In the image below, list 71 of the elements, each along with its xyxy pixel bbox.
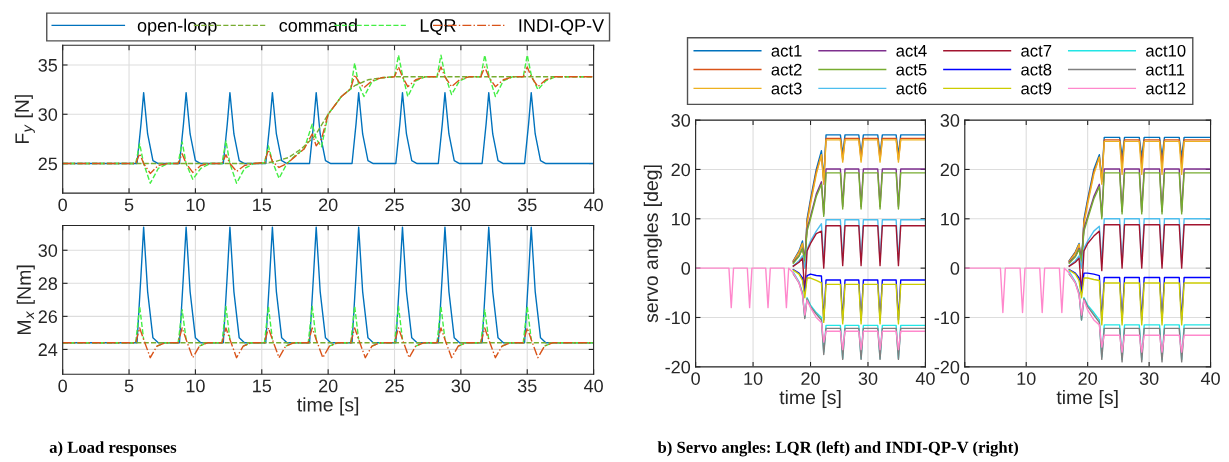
legend-label: act3 xyxy=(771,82,802,95)
legend-label: act9 xyxy=(1021,82,1052,95)
x-tick-label: 30 xyxy=(1139,372,1159,385)
y-tick-label: -20 xyxy=(934,360,960,374)
y-tick-label: 10 xyxy=(672,212,691,226)
x-tick-label: 5 xyxy=(124,198,134,212)
y-tick-label: 30 xyxy=(38,108,58,121)
y-tick-label: 25 xyxy=(38,157,58,171)
x-axis-title: time [s] xyxy=(779,389,841,409)
y-tick-label: 24 xyxy=(38,343,58,356)
legend-label: act1 xyxy=(771,45,802,57)
y-tick-label: 30 xyxy=(671,114,691,127)
x-tick-label: 10 xyxy=(744,372,763,385)
x-tick-label: 25 xyxy=(385,198,404,212)
x-tick-label: 40 xyxy=(583,379,603,393)
y-tick-label: -10 xyxy=(934,311,960,325)
x-tick-label: 30 xyxy=(451,379,471,393)
legend-label: INDI-QP-V xyxy=(519,19,605,36)
x-tick-label: 20 xyxy=(319,198,338,212)
y-axis-title: M$_{x}$ [Nm] xyxy=(16,265,35,335)
x-tick-label: 40 xyxy=(1200,372,1220,385)
x-tick-label: 20 xyxy=(319,379,338,393)
x-tick-label: 10 xyxy=(186,198,205,212)
x-axis-title: time [s] xyxy=(1056,389,1118,409)
x-axis-title: time [s] xyxy=(297,397,359,416)
x-tick-label: 40 xyxy=(583,198,603,212)
x-tick-label: 10 xyxy=(1017,372,1036,385)
legend-label: act7 xyxy=(1021,45,1052,57)
x-tick-label: 0 xyxy=(691,372,700,385)
y-tick-label: -20 xyxy=(665,360,691,374)
x-tick-label: 10 xyxy=(186,379,205,393)
x-tick-label: 15 xyxy=(253,198,272,212)
legend-label: act12 xyxy=(1146,82,1186,95)
text: a) Load responses xyxy=(49,441,177,457)
legend-label: act8 xyxy=(1021,63,1052,76)
x-tick-label: 0 xyxy=(58,198,67,212)
legend-label: act10 xyxy=(1146,44,1186,57)
legend-label: LQR xyxy=(420,19,456,36)
legend-label: act11 xyxy=(1146,63,1185,76)
x-tick-label: 15 xyxy=(253,379,272,393)
legend-label: act5 xyxy=(896,63,927,76)
y-tick-label: 0 xyxy=(950,262,960,275)
x-tick-label: 20 xyxy=(1078,372,1097,385)
legend-label: command xyxy=(279,18,357,32)
y-tick-label: 35 xyxy=(38,58,58,72)
legend-label: open-loop xyxy=(137,18,217,36)
y-tick-label: 30 xyxy=(38,244,58,257)
x-tick-label: 35 xyxy=(517,379,537,393)
x-tick-label: 30 xyxy=(858,372,878,385)
legend-label: act2 xyxy=(771,63,802,76)
y-tick-label: 30 xyxy=(940,114,960,127)
y-tick-label: -10 xyxy=(665,311,691,325)
x-tick-label: 5 xyxy=(124,379,134,393)
legend-label: act6 xyxy=(896,82,927,95)
x-tick-label: 40 xyxy=(915,372,935,385)
y-tick-label: 20 xyxy=(940,163,960,177)
y-tick-label: 10 xyxy=(941,212,960,226)
y-tick-label: 28 xyxy=(38,277,58,291)
x-tick-label: 30 xyxy=(451,198,471,212)
legend-label: act4 xyxy=(896,45,927,57)
y-axis-title: servo angles [deg] xyxy=(643,165,662,323)
y-tick-label: 20 xyxy=(671,163,691,177)
y-tick-label: 26 xyxy=(38,310,58,324)
x-tick-label: 20 xyxy=(801,372,820,385)
text: b) Servo angles: LQR (left) and INDI-QP-V (right) xyxy=(657,441,1019,457)
x-tick-label: 0 xyxy=(960,372,970,385)
x-tick-label: 0 xyxy=(58,379,67,393)
y-axis-title: F$_{y}$ [N] xyxy=(14,95,35,144)
y-tick-label: 0 xyxy=(681,262,691,275)
x-tick-label: 25 xyxy=(385,379,404,393)
x-tick-label: 35 xyxy=(517,198,537,212)
